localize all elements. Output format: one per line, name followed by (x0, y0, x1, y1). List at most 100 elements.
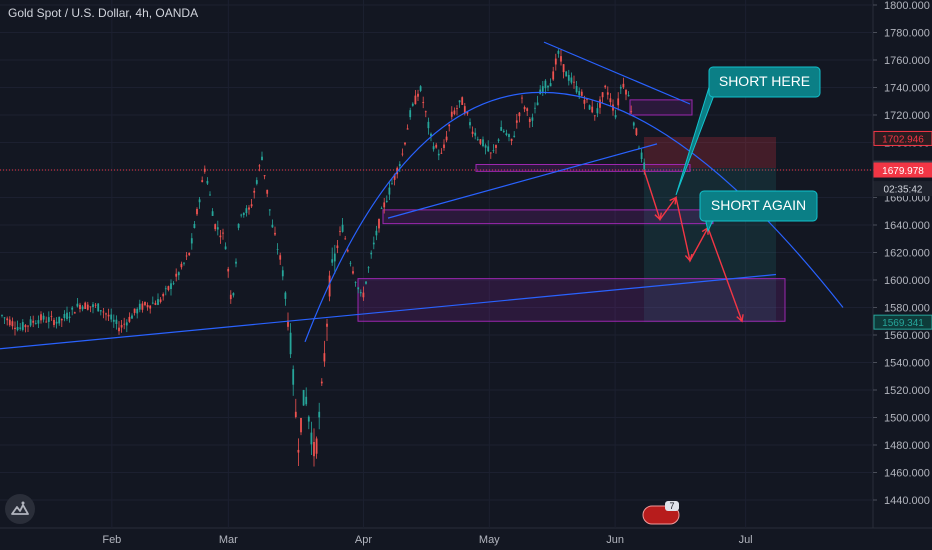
candle-body (505, 133, 508, 136)
annotation-callout[interactable]: SHORT AGAIN (699, 190, 818, 233)
candles (1, 49, 646, 467)
candle-body (352, 271, 354, 274)
candle-body (435, 144, 438, 148)
candle-body (302, 390, 305, 406)
candle-body (305, 396, 308, 405)
candle-body (370, 252, 373, 255)
time-tick-label: Feb (102, 534, 121, 546)
candle-body (32, 320, 35, 323)
candle-body (232, 293, 235, 296)
candle-body (432, 146, 435, 150)
annotations[interactable]: SHORT HERE SHORT AGAIN 7 (642, 66, 821, 525)
candle-body (89, 306, 92, 308)
candle-body (284, 292, 287, 299)
candle-body (531, 117, 534, 121)
candle-body (643, 162, 646, 170)
candle-body (310, 432, 313, 445)
candle-body (175, 273, 178, 277)
price-tick-label: 1480.000 (884, 440, 930, 452)
arrowhead (684, 253, 693, 263)
time-tick-label: Mar (219, 534, 238, 546)
events-badge[interactable]: 7 (642, 501, 680, 525)
candle-body (440, 152, 443, 154)
candle-body (313, 441, 315, 457)
candle-body (42, 315, 45, 320)
candle-body (341, 224, 344, 232)
candle-body (521, 97, 523, 99)
time-tick-label: Apr (355, 534, 372, 546)
candle-body (99, 310, 102, 312)
candle-body (599, 99, 601, 108)
candle-body (339, 230, 341, 232)
candle-body (528, 118, 531, 122)
candle-body (437, 153, 440, 156)
candle-body (224, 246, 227, 250)
arrowhead (669, 196, 677, 205)
candle-body (94, 304, 97, 306)
candle-body (526, 108, 529, 111)
candle-body (513, 135, 516, 137)
candle-body (406, 128, 409, 130)
candle-body (170, 283, 172, 290)
candle-body (625, 89, 627, 95)
candle-body (1, 315, 3, 316)
candle-body (45, 321, 48, 323)
tradingview-logo-icon[interactable] (5, 494, 35, 524)
candle-body (27, 325, 29, 327)
price-tick-label: 1620.000 (884, 248, 930, 260)
candle-body (419, 86, 422, 91)
candle-body (216, 227, 219, 230)
candle-body (604, 85, 607, 88)
candle-body (125, 322, 128, 326)
candle-body (60, 318, 63, 321)
candle-body (115, 319, 118, 324)
candle-body (24, 325, 27, 328)
candle-body (463, 106, 466, 114)
candle-body (146, 305, 149, 308)
supply-demand-zone (357, 278, 786, 322)
candle-body (66, 312, 68, 320)
candle-body (102, 311, 105, 313)
candle-body (248, 207, 250, 210)
time-axis[interactable]: Feb Mar Apr May Jun Jul (102, 534, 752, 546)
stop-loss-zone (644, 137, 776, 169)
candle-body (510, 138, 513, 141)
annotation-callout[interactable]: SHORT HERE (675, 66, 821, 196)
drawings (0, 41, 844, 350)
candle-body (58, 316, 61, 324)
candle-body (274, 232, 276, 235)
price-tag-label: 1569.341 (882, 318, 924, 329)
candle-body (411, 103, 414, 106)
price-tick-label: 1560.000 (884, 330, 930, 342)
candle-body (159, 299, 162, 302)
price-tick-label: 1520.000 (884, 385, 930, 397)
candle-body (37, 320, 40, 324)
price-tag: 1702.946 (873, 130, 932, 146)
candle-body (40, 314, 42, 321)
candle-body (300, 418, 302, 433)
callout-text: SHORT HERE (719, 73, 810, 89)
candle-body (196, 208, 198, 215)
supply-demand-zone (382, 209, 714, 225)
callout-text: SHORT AGAIN (711, 197, 806, 213)
price-tick-label: 1760.000 (884, 55, 930, 67)
candle-body (606, 92, 609, 95)
time-tick-label: Jul (739, 534, 753, 546)
candle-body (575, 85, 578, 93)
candle-body (190, 238, 193, 244)
candle-body (263, 175, 266, 177)
candle-body (534, 107, 536, 109)
price-tick-label: 1440.000 (884, 495, 930, 507)
price-tick-label: 1640.000 (884, 220, 930, 232)
candle-body (237, 223, 240, 228)
candle-body (565, 71, 568, 77)
candle-body (424, 111, 427, 113)
candle-body (554, 58, 557, 65)
candle-body (333, 253, 336, 262)
candle-body (487, 146, 490, 152)
candle-body (105, 313, 107, 315)
candle-body (29, 319, 32, 326)
candle-body (354, 281, 357, 283)
candle-body (456, 108, 458, 110)
